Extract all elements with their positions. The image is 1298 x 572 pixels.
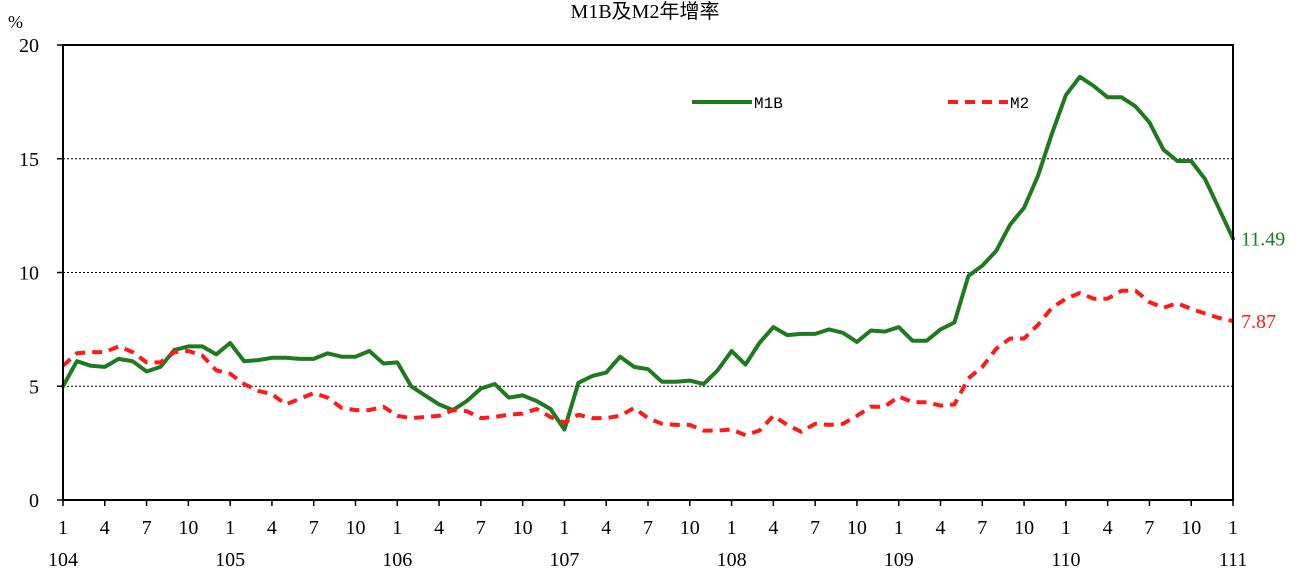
x-tick-label: 1 [392,517,402,539]
legend-label-m2: M2 [1010,95,1029,113]
x-year-label: 106 [382,549,412,571]
x-tick-label: 4 [267,517,277,539]
x-tick-label: 7 [643,517,653,539]
x-tick-label: 7 [142,517,152,539]
x-tick-label: 7 [810,517,820,539]
legend: M1B M2 [692,95,1029,113]
gridlines [63,158,1233,387]
series-line-m1b [61,74,1235,432]
y-tick-label: 10 [19,263,39,285]
x-tick-label: 10 [1014,517,1034,539]
end-label-m1b: 11.49 [1241,229,1285,251]
x-tick-label: 4 [100,517,110,539]
chart-title: M1B及M2年增率 [571,0,720,23]
x-tick-label: 1 [559,517,569,539]
x-tick-label: 1 [727,517,737,539]
series-line-m2 [61,288,1234,438]
x-tick-label: 1 [58,517,68,539]
series-lines [61,74,1235,438]
y-axis-unit-label: % [8,12,23,32]
y-tick-label: 5 [29,376,39,398]
x-tick-label: 1 [894,517,904,539]
x-year-label: 104 [48,549,78,571]
x-tick-label: 7 [977,517,987,539]
x-tick-label: 10 [513,517,533,539]
x-tick-label: 7 [309,517,319,539]
y-tick-label: 15 [19,149,39,171]
y-tick-label: 0 [29,490,39,512]
x-tick-label: 10 [178,517,198,539]
x-tick-label: 1 [225,517,235,539]
x-year-label: 105 [215,549,245,571]
x-tick-label: 4 [936,517,946,539]
x-year-label: 109 [884,549,914,571]
x-axis-ticks: 1 4 7 10 1 4 7 10 1 4 7 10 1 4 7 10 1 4 7 10 1 4 7 10 1 4 7 10 1 104 1… [48,500,1247,571]
x-tick-label: 10 [680,517,700,539]
x-tick-label: 7 [476,517,486,539]
x-tick-label: 7 [1144,517,1154,539]
x-tick-label: 10 [1181,517,1201,539]
x-tick-label: 1 [1228,517,1238,539]
end-labels: 11.49 7.87 [1241,229,1285,333]
y-axis-ticks: 0 5 10 15 20 [19,35,63,512]
x-year-label: 110 [1051,549,1080,571]
x-tick-label: 4 [601,517,611,539]
x-tick-label: 1 [1061,517,1071,539]
x-year-label: 108 [717,549,747,571]
y-tick-label: 20 [19,35,39,57]
x-tick-label: 4 [434,517,444,539]
x-tick-label: 4 [768,517,778,539]
end-label-m2: 7.87 [1241,311,1276,333]
x-year-label: 107 [549,549,579,571]
x-tick-label: 10 [847,517,867,539]
x-year-label: 111 [1219,549,1248,571]
legend-label-m1b: M1B [754,95,783,113]
x-tick-label: 10 [346,517,366,539]
x-tick-label: 4 [1103,517,1113,539]
